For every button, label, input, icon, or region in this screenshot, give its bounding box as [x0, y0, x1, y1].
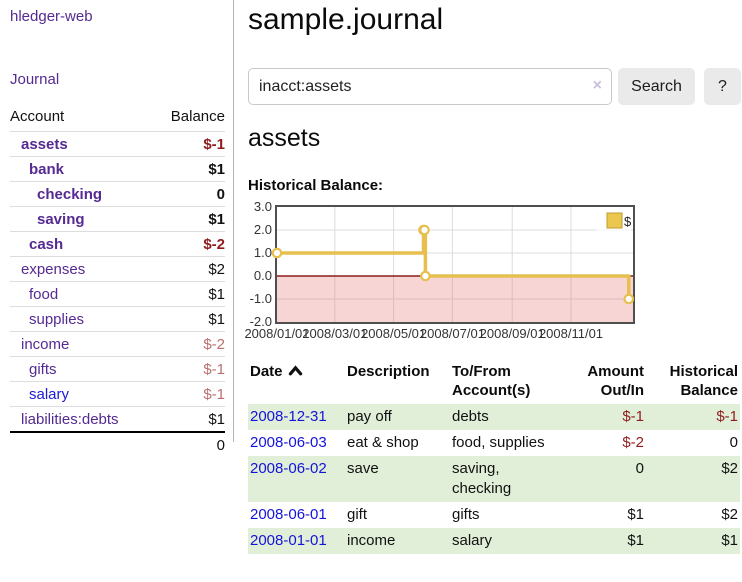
transaction-description: gift [347, 506, 368, 523]
transaction-description: pay off [345, 404, 450, 430]
transaction-amount: $-1 [560, 404, 646, 430]
x-axis-tick-label: 2008/05/01 [361, 326, 427, 341]
account-balance: $1 [140, 206, 225, 232]
help-button[interactable]: ? [704, 68, 741, 105]
register-row: 2008-12-31 pay off debts $-1 $-1 [248, 404, 740, 430]
search-input[interactable] [248, 68, 612, 105]
transaction-accounts: salary [450, 528, 560, 554]
transaction-balance: $2 [646, 456, 740, 502]
account-link-supplies[interactable]: supplies [29, 310, 85, 328]
transaction-date-link[interactable]: 2008-01-01 [250, 532, 327, 549]
x-axis-tick-label: 2008/03/01 [302, 326, 368, 341]
register-col-accounts: To/From Account(s) [452, 363, 531, 399]
x-axis-tick-label: 2008/09/01 [479, 326, 545, 341]
transaction-description: income [345, 528, 450, 554]
transaction-description: eat & shop [347, 434, 419, 451]
register-table: Date Description To/From Account(s) Amou… [248, 361, 740, 554]
account-balance: $-1 [140, 381, 225, 407]
sort-ascending-icon [288, 365, 302, 376]
y-axis-tick-label: -2.0 [249, 314, 272, 329]
transaction-amount: $1 [627, 506, 644, 523]
accounts-col-account: Account [10, 108, 65, 125]
account-balance: $-2 [140, 231, 225, 257]
register-col-amount: Amount Out/In [587, 363, 644, 399]
legend-label: $ [624, 214, 632, 229]
sidebar: hledger-web Journal Account Balance asse… [0, 0, 234, 457]
account-balance: $1 [140, 281, 225, 307]
transaction-date-link[interactable]: 2008-12-31 [250, 408, 327, 425]
transaction-amount: $1 [560, 528, 646, 554]
search-form: × [248, 68, 612, 105]
accounts-total: 0 [140, 431, 225, 457]
account-link-liabilities-debts[interactable]: liabilities:debts [21, 410, 119, 428]
transaction-amount: $-2 [622, 434, 644, 451]
account-balance: 0 [140, 181, 225, 207]
register-row: 2008-06-01 gift gifts $1 $2 [248, 502, 740, 528]
account-link-income[interactable]: income [21, 335, 70, 353]
account-balance: $1 [140, 306, 225, 332]
account-link-bank[interactable]: bank [29, 160, 65, 178]
y-axis-tick-label: 1.0 [253, 245, 272, 260]
register-col-date[interactable]: Date [248, 361, 345, 404]
account-balance: $1 [140, 156, 225, 182]
sidebar-item-journal[interactable]: Journal [10, 71, 60, 88]
transaction-accounts: debts [450, 404, 560, 430]
x-axis-tick-label: 2008/01/01 [244, 326, 310, 341]
accounts-table: Account Balance assets $-1 bank $1 checkin… [10, 104, 225, 457]
account-link-food[interactable]: food [29, 285, 59, 303]
account-balance: $-2 [140, 331, 225, 357]
account-link-salary[interactable]: salary [29, 385, 70, 403]
transaction-accounts: food, supplies [452, 434, 545, 451]
transaction-balance: $-1 [646, 404, 740, 430]
account-link-expenses[interactable]: expenses [21, 260, 86, 278]
transaction-accounts: saving, checking [450, 456, 560, 502]
account-link-cash[interactable]: cash [29, 235, 64, 253]
chart-heading: Historical Balance: [248, 177, 384, 194]
account-balance: $1 [140, 406, 225, 432]
account-link-checking[interactable]: checking [37, 185, 103, 203]
account-link-gifts[interactable]: gifts [29, 360, 57, 378]
clear-search-icon[interactable]: × [592, 77, 602, 94]
transaction-balance: $1 [646, 528, 740, 554]
balance-chart: $ [271, 205, 635, 324]
search-button[interactable]: Search [618, 68, 695, 105]
register-row: 2008-06-02 save saving, checking 0 $2 [248, 456, 740, 502]
y-axis-tick-label: 3.0 [253, 199, 272, 214]
balance-chart-svg: $ [271, 207, 635, 322]
transaction-balance: $2 [721, 506, 738, 523]
y-axis-tick-label: 0.0 [253, 268, 272, 283]
account-link-assets[interactable]: assets [21, 135, 68, 153]
transaction-date-link[interactable]: 2008-06-01 [250, 506, 327, 523]
register-row: 2008-06-03 eat & shop food, supplies $-2… [248, 430, 740, 456]
register-col-balance: Historical Balance [669, 363, 738, 399]
account-heading: assets [248, 124, 321, 152]
x-axis-tick-label: 2008/11/01 [538, 326, 604, 341]
accounts-col-balance: Balance [170, 108, 225, 125]
account-balance: $-1 [140, 356, 225, 382]
transaction-description: save [345, 456, 450, 502]
register-row: 2008-01-01 income salary $1 $1 [248, 528, 740, 554]
register-col-description: Description [347, 363, 430, 380]
page-title: sample.journal [248, 3, 444, 36]
y-axis-tick-label: 2.0 [253, 222, 272, 237]
transaction-amount: 0 [560, 456, 646, 502]
account-balance: $-1 [140, 131, 225, 157]
account-balance: $2 [140, 256, 225, 282]
y-axis-tick-label: -1.0 [249, 291, 272, 306]
transaction-balance: 0 [729, 434, 738, 451]
transaction-date-link[interactable]: 2008-06-03 [250, 434, 327, 451]
transaction-accounts: gifts [452, 506, 480, 523]
app-brand-link[interactable]: hledger-web [10, 8, 93, 25]
account-link-saving[interactable]: saving [37, 210, 85, 228]
x-axis-tick-label: 2008/07/01 [419, 326, 485, 341]
transaction-date-link[interactable]: 2008-06-02 [250, 460, 327, 477]
